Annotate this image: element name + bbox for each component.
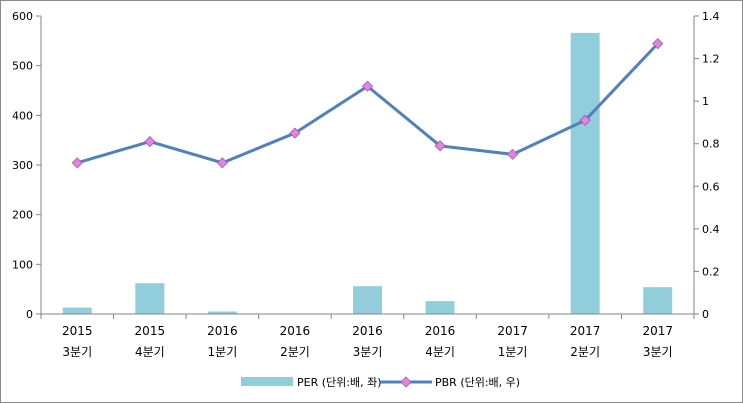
per-bar bbox=[135, 283, 165, 314]
pbr-point bbox=[507, 148, 519, 160]
x-tick-label-quarter: 1분기 bbox=[498, 345, 528, 359]
x-tick-label-year: 2015 bbox=[135, 324, 166, 338]
x-tick-label-year: 2016 bbox=[280, 324, 311, 338]
left-tick-label: 600 bbox=[12, 10, 33, 23]
left-tick-label: 400 bbox=[12, 109, 33, 122]
pbr-point bbox=[144, 136, 156, 148]
pbr-line bbox=[76, 42, 659, 165]
per-bar bbox=[62, 307, 92, 314]
x-tick-label-year: 2017 bbox=[642, 324, 673, 338]
per-bar bbox=[207, 311, 237, 314]
x-tick-label-quarter: 2분기 bbox=[570, 345, 600, 359]
x-tick-label-quarter: 4분기 bbox=[425, 345, 455, 359]
right-tick-label: 0.8 bbox=[702, 138, 720, 151]
legend-marker-pbr bbox=[400, 376, 412, 388]
left-tick-label: 0 bbox=[26, 308, 33, 321]
left-tick-label: 500 bbox=[12, 60, 33, 73]
pbr-point bbox=[361, 80, 374, 92]
per-bar bbox=[570, 32, 600, 315]
pbr-point bbox=[71, 157, 83, 169]
per-bar bbox=[353, 286, 382, 314]
x-tick-label-year: 2016 bbox=[352, 324, 383, 338]
per-bar bbox=[425, 301, 455, 314]
right-tick-label: 0.4 bbox=[702, 223, 720, 236]
legend-label-per: PER (단위:배, 좌) bbox=[297, 376, 382, 389]
pbr-point bbox=[652, 38, 664, 50]
x-tick-label-quarter: 1분기 bbox=[208, 345, 238, 359]
x-tick-label-year: 2015 bbox=[62, 324, 93, 338]
legend-label-pbr: PBR (단위:배, 우) bbox=[435, 376, 520, 389]
x-tick-label-quarter: 3분기 bbox=[62, 345, 92, 359]
pbr-point bbox=[434, 140, 446, 152]
right-tick-label: 0.6 bbox=[702, 180, 720, 193]
left-tick-label: 300 bbox=[12, 159, 33, 172]
right-tick-label: 1.2 bbox=[702, 53, 720, 66]
right-tick-label: 1 bbox=[702, 95, 709, 108]
x-tick-label-quarter: 3분기 bbox=[353, 345, 383, 359]
pbr-point bbox=[216, 157, 228, 169]
left-tick-label: 200 bbox=[12, 209, 33, 222]
x-tick-label-quarter: 3분기 bbox=[643, 345, 673, 359]
legend-swatch-per bbox=[241, 377, 293, 386]
x-tick-label-quarter: 2분기 bbox=[280, 345, 310, 359]
per-bar bbox=[643, 287, 673, 314]
right-tick-label: 1.4 bbox=[702, 10, 720, 23]
x-tick-label-quarter: 4분기 bbox=[135, 345, 165, 359]
x-tick-label-year: 2017 bbox=[570, 324, 601, 338]
x-tick-label-year: 2017 bbox=[497, 324, 528, 338]
x-tick-label-year: 2016 bbox=[425, 324, 456, 338]
right-tick-label: 0 bbox=[702, 308, 709, 321]
left-tick-label: 100 bbox=[12, 258, 33, 271]
right-tick-label: 0.2 bbox=[702, 265, 720, 278]
pbr-point bbox=[289, 127, 301, 139]
x-tick-label-year: 2016 bbox=[207, 324, 238, 338]
pbr-point bbox=[579, 114, 591, 126]
